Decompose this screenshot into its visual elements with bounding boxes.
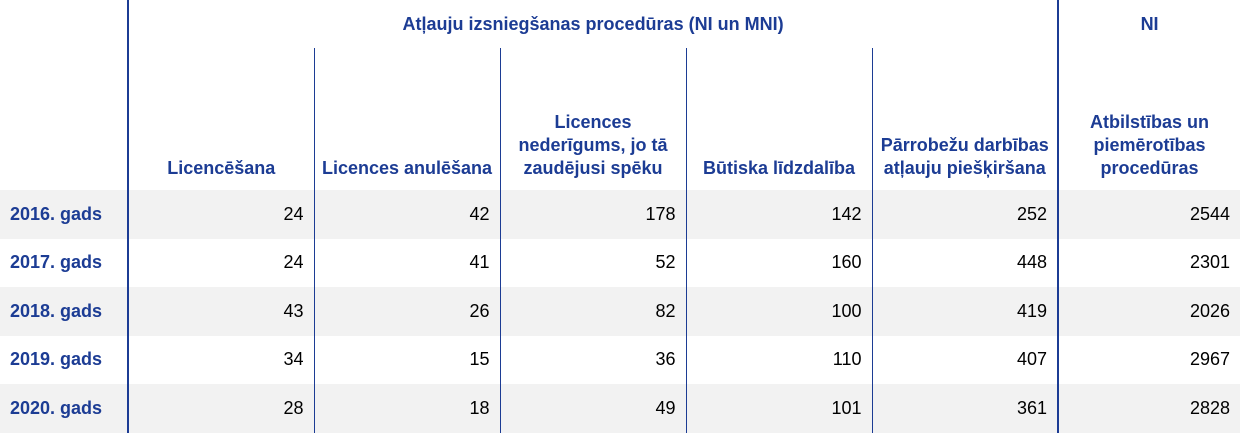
table-cell: 142 <box>685 190 872 239</box>
column-header-license-lapse: Licences nederīgums, jo tā zaudējusi spē… <box>499 48 686 190</box>
table-cell: 110 <box>685 335 872 384</box>
table-cell: 18 <box>313 384 500 433</box>
table-row: 2020. gads 28 18 49 101 361 2828 <box>0 384 1240 433</box>
table-cell: 41 <box>313 238 500 287</box>
table-row: 2016. gads 24 42 178 142 252 2544 <box>0 190 1240 239</box>
table-cell: 28 <box>127 384 314 433</box>
column-header-passporting: Pārrobežu darbības atļauju piešķiršana <box>871 48 1059 190</box>
table-cell: 361 <box>871 384 1059 433</box>
column-header-fit-and-proper: Atbilstības un piemērotības procedūras <box>1057 48 1240 190</box>
table-cell: 419 <box>871 287 1059 336</box>
table-cell: 2544 <box>1057 190 1240 239</box>
corner-cell-sub <box>0 48 128 190</box>
table-cell: 15 <box>313 335 500 384</box>
row-label: 2017. gads <box>10 252 103 273</box>
row-label: 2020. gads <box>10 397 103 418</box>
table-cell: 2301 <box>1057 238 1240 287</box>
row-label: 2016. gads <box>10 203 103 224</box>
row-label: 2018. gads <box>10 300 103 321</box>
table-cell: 2026 <box>1057 287 1240 336</box>
table-cell: 448 <box>871 238 1059 287</box>
column-header-licensing: Licencēšana <box>127 48 314 190</box>
table-cell: 160 <box>685 238 872 287</box>
table-cell: 34 <box>127 335 314 384</box>
table-cell: 252 <box>871 190 1059 239</box>
table-cell: 82 <box>499 287 686 336</box>
group-header-ni: NI <box>1057 0 1240 48</box>
table-cell: 2967 <box>1057 335 1240 384</box>
table-cell: 36 <box>499 335 686 384</box>
table-row: 2019. gads 34 15 36 110 407 2967 <box>0 335 1240 384</box>
table-row: 2017. gads 24 41 52 160 448 2301 <box>0 238 1240 287</box>
group-header-procedures: Atļauju izsniegšanas procedūras (NI un M… <box>126 0 1059 48</box>
table-cell: 26 <box>313 287 500 336</box>
table-cell: 49 <box>499 384 686 433</box>
column-header-qualifying-holding: Būtiska līdzdalība <box>685 48 872 190</box>
table-cell: 2828 <box>1057 384 1240 433</box>
table-row: 2018. gads 43 26 82 100 419 2026 <box>0 287 1240 336</box>
table-cell: 178 <box>499 190 686 239</box>
table-cell: 100 <box>685 287 872 336</box>
table-cell: 24 <box>127 238 314 287</box>
table-cell: 52 <box>499 238 686 287</box>
table-cell: 24 <box>127 190 314 239</box>
table-cell: 101 <box>685 384 872 433</box>
table-cell: 407 <box>871 335 1059 384</box>
table-cell: 42 <box>313 190 500 239</box>
column-header-license-withdrawal: Licences anulēšana <box>313 48 500 190</box>
corner-cell <box>0 0 128 48</box>
table-cell: 43 <box>127 287 314 336</box>
row-label: 2019. gads <box>10 349 103 370</box>
